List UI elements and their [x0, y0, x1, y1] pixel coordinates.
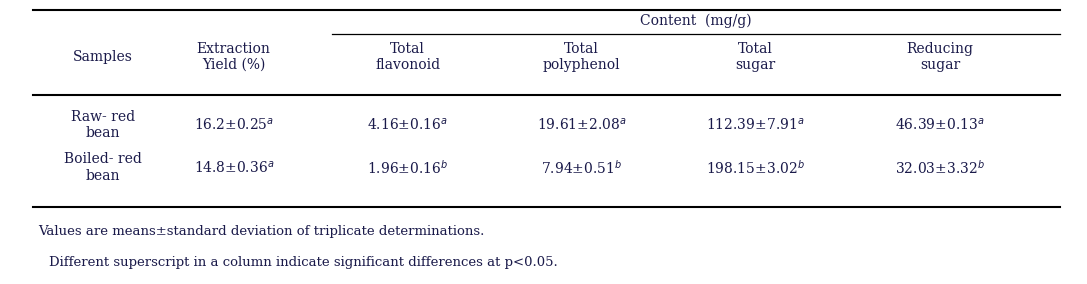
Text: Extraction
Yield (%): Extraction Yield (%) [197, 42, 271, 72]
Text: Total
polyphenol: Total polyphenol [542, 42, 621, 72]
Text: Total
flavonoid: Total flavonoid [375, 42, 440, 72]
Text: 14.8±0.36$^{a}$: 14.8±0.36$^{a}$ [193, 160, 274, 176]
Text: 32.03±3.32$^{b}$: 32.03±3.32$^{b}$ [896, 158, 985, 177]
Text: 19.61±2.08$^{a}$: 19.61±2.08$^{a}$ [537, 117, 626, 133]
Text: 7.94±0.51$^{b}$: 7.94±0.51$^{b}$ [541, 158, 622, 177]
Text: 16.2±0.25$^{a}$: 16.2±0.25$^{a}$ [193, 117, 274, 133]
Text: Reducing
sugar: Reducing sugar [907, 42, 974, 72]
Text: 4.16±0.16$^{a}$: 4.16±0.16$^{a}$ [367, 117, 448, 133]
Text: Total
sugar: Total sugar [735, 42, 776, 72]
Text: 1.96±0.16$^{b}$: 1.96±0.16$^{b}$ [367, 158, 448, 177]
Text: Raw- red
bean: Raw- red bean [72, 110, 135, 140]
Text: 198.15±3.02$^{b}$: 198.15±3.02$^{b}$ [705, 158, 805, 177]
Text: Boiled- red
bean: Boiled- red bean [64, 153, 142, 183]
Text: 112.39±7.91$^{a}$: 112.39±7.91$^{a}$ [707, 117, 804, 133]
Text: Different superscript in a column indicate significant differences at p<0.05.: Different superscript in a column indica… [49, 256, 558, 269]
Text: Values are means±standard deviation of triplicate determinations.: Values are means±standard deviation of t… [38, 225, 485, 238]
Text: Samples: Samples [73, 50, 134, 64]
Text: 46.39±0.13$^{a}$: 46.39±0.13$^{a}$ [896, 117, 985, 133]
Text: Content  (mg/g): Content (mg/g) [640, 14, 751, 28]
